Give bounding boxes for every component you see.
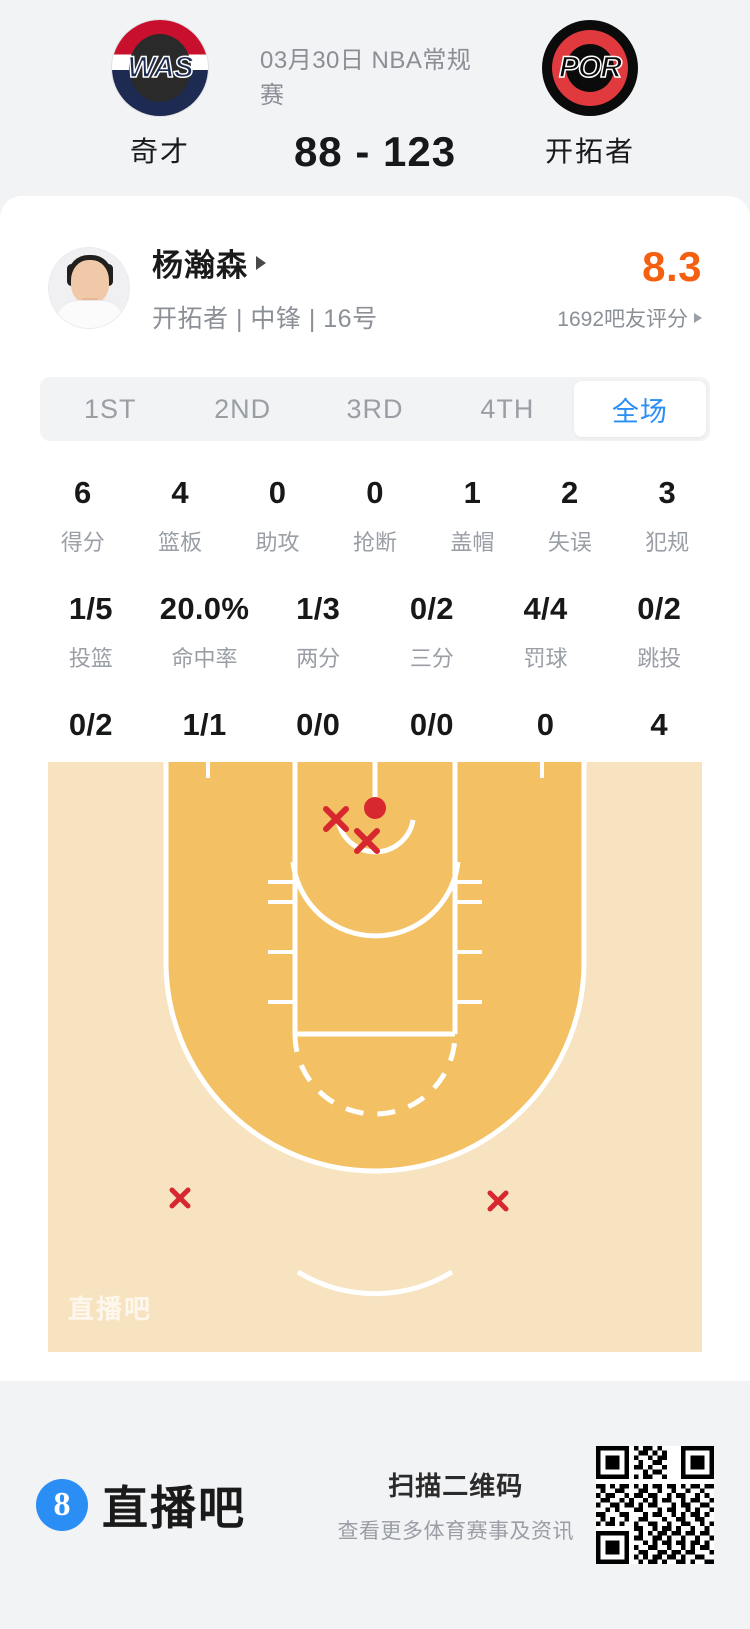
inner-arc (290, 861, 461, 939)
stat-value: 4 (171, 475, 189, 510)
stat-label: 两分 (296, 646, 341, 671)
stat-fouls: 3 犯规 (619, 475, 716, 557)
three-point-area (166, 762, 584, 1171)
stat-label: 失误 (547, 530, 592, 555)
stat-two-point: 1/3 两分 (261, 591, 375, 673)
player-row[interactable]: 杨瀚森 开拓者 | 中锋 | 16号 8.3 1692吧友评分 (0, 196, 750, 335)
shot-missed-marker (169, 1187, 191, 1209)
tab-3rd[interactable]: 3RD (346, 393, 404, 424)
free-throw-circle-dashed (292, 1033, 458, 1117)
chevron-right-small-icon[interactable] (694, 312, 702, 323)
stat-value: 0/2 (637, 591, 682, 626)
match-title: 03月30日 NBA常规赛 (260, 47, 472, 109)
chevron-right-icon[interactable] (256, 255, 266, 270)
away-team-name: 开拓者 (544, 136, 635, 167)
stat-three-point: 0/2 三分 (375, 591, 489, 673)
stat-value: 0 (268, 475, 287, 510)
period-tabs: 1ST 2ND 3RD 4TH 全场 (40, 377, 710, 441)
stat-label: 抢断 (352, 530, 397, 555)
stat-row-basic: 6 得分 4 篮板 0 助攻 0 抢断 1 盖帽 (34, 475, 716, 557)
brand-logo[interactable]: 8 直播吧 (36, 1472, 246, 1538)
final-score: 88 - 123 (293, 128, 457, 175)
stat-label: 命中率 (171, 646, 238, 671)
shot-missed-marker (487, 1190, 509, 1212)
stat-label: 投篮 (68, 646, 113, 671)
stat-value: 1/1 (182, 707, 227, 742)
stat-turnovers: 2 失误 (521, 475, 618, 557)
tab-full-game[interactable]: 全场 (573, 381, 707, 437)
shot-chart: 直播吧 (48, 762, 702, 1352)
shot-made-marker (364, 797, 386, 819)
qr-title: 扫描二维码 (388, 1470, 524, 1501)
stat-label: 得分 (60, 530, 105, 555)
away-team-logo-icon: POR (542, 20, 638, 116)
stat-value: 1 (463, 475, 482, 510)
court-svg (48, 762, 702, 1352)
brand-mark-icon: 8 (36, 1479, 88, 1531)
stat-fg: 1/5 投篮 (34, 591, 148, 673)
brand-name: 直播吧 (102, 1482, 246, 1534)
home-team[interactable]: WAS 奇才 (60, 20, 260, 170)
tab-1st[interactable]: 1ST (83, 393, 137, 424)
stat-label: 犯规 (645, 530, 690, 555)
stat-label: 罚球 (523, 646, 568, 671)
stat-value: 4 (650, 707, 668, 742)
stat-free-throw: 4/4 罚球 (489, 591, 603, 673)
court-watermark: 直播吧 (68, 1294, 153, 1324)
player-avatar (48, 246, 130, 329)
stat-row-shooting: 1/5 投篮 20.0% 命中率 1/3 两分 0/2 三分 4/4 罚球 (34, 591, 716, 673)
stat-value: 0/2 (68, 707, 113, 742)
stat-points: 6 得分 (34, 475, 131, 557)
stat-blocks: 1 盖帽 (424, 475, 521, 557)
stat-value: 4/4 (523, 591, 568, 626)
stat-fg-pct: 20.0% 命中率 (148, 591, 262, 673)
stat-label: 三分 (409, 646, 454, 671)
stat-steals: 0 抢断 (326, 475, 423, 557)
home-team-logo-icon: WAS (112, 20, 208, 116)
stat-value: 0 (536, 707, 555, 742)
rating-value: 8.3 (642, 242, 702, 290)
qr-block: 扫描二维码 查看更多体育赛事及资讯 (337, 1446, 714, 1564)
tab-2nd[interactable]: 2ND (214, 393, 272, 424)
qr-subtitle: 查看更多体育赛事及资讯 (337, 1519, 574, 1543)
rating-box[interactable]: 8.3 1692吧友评分 (557, 243, 702, 333)
stat-rebounds: 4 篮板 (131, 475, 228, 557)
rating-label: 1692吧友评分 (557, 307, 688, 331)
stat-value: 0 (366, 475, 384, 510)
stat-label: 篮板 (158, 530, 203, 555)
stat-label: 盖帽 (450, 530, 495, 555)
stat-value: 0/0 (296, 707, 341, 742)
stat-label: 助攻 (255, 530, 300, 555)
stat-value: 0/0 (409, 707, 454, 742)
stats-grid: 6 得分 4 篮板 0 助攻 0 抢断 1 盖帽 (0, 475, 750, 789)
stat-value: 3 (658, 475, 677, 510)
footer: 8 直播吧 扫描二维码 查看更多体育赛事及资讯 (0, 1381, 750, 1629)
stat-jumpshot: 0/2 跳投 (602, 591, 716, 673)
player-info: 杨瀚森 开拓者 | 中锋 | 16号 (152, 240, 557, 335)
center-circle (296, 1269, 454, 1297)
player-meta: 开拓者 | 中锋 | 16号 (152, 305, 378, 333)
stat-value: 6 (73, 475, 92, 510)
stat-value: 1/3 (296, 591, 341, 626)
player-name: 杨瀚森 (152, 248, 248, 283)
away-team-abbr: POR (558, 50, 623, 85)
tab-4th[interactable]: 4TH (480, 393, 535, 424)
shot-missed-marker (323, 806, 349, 832)
stat-value: 2 (561, 475, 579, 510)
stat-assists: 0 助攻 (229, 475, 326, 557)
home-team-abbr: WAS (127, 50, 195, 85)
away-team[interactable]: POR 开拓者 (490, 20, 690, 170)
home-team-name: 奇才 (129, 136, 190, 167)
stat-value: 20.0% (159, 591, 250, 626)
qr-code-icon[interactable] (596, 1446, 714, 1564)
stat-label: 跳投 (637, 646, 682, 671)
stat-value: 0/2 (409, 591, 454, 626)
scoreboard: WAS 奇才 03月30日 NBA常规赛 88 - 123 完赛 POR 开拓者 (0, 0, 750, 224)
stat-value: 1/5 (68, 591, 113, 626)
lane-hash-marks (206, 762, 544, 1004)
shot-missed-marker (354, 828, 380, 854)
shot-markers (169, 797, 509, 1212)
